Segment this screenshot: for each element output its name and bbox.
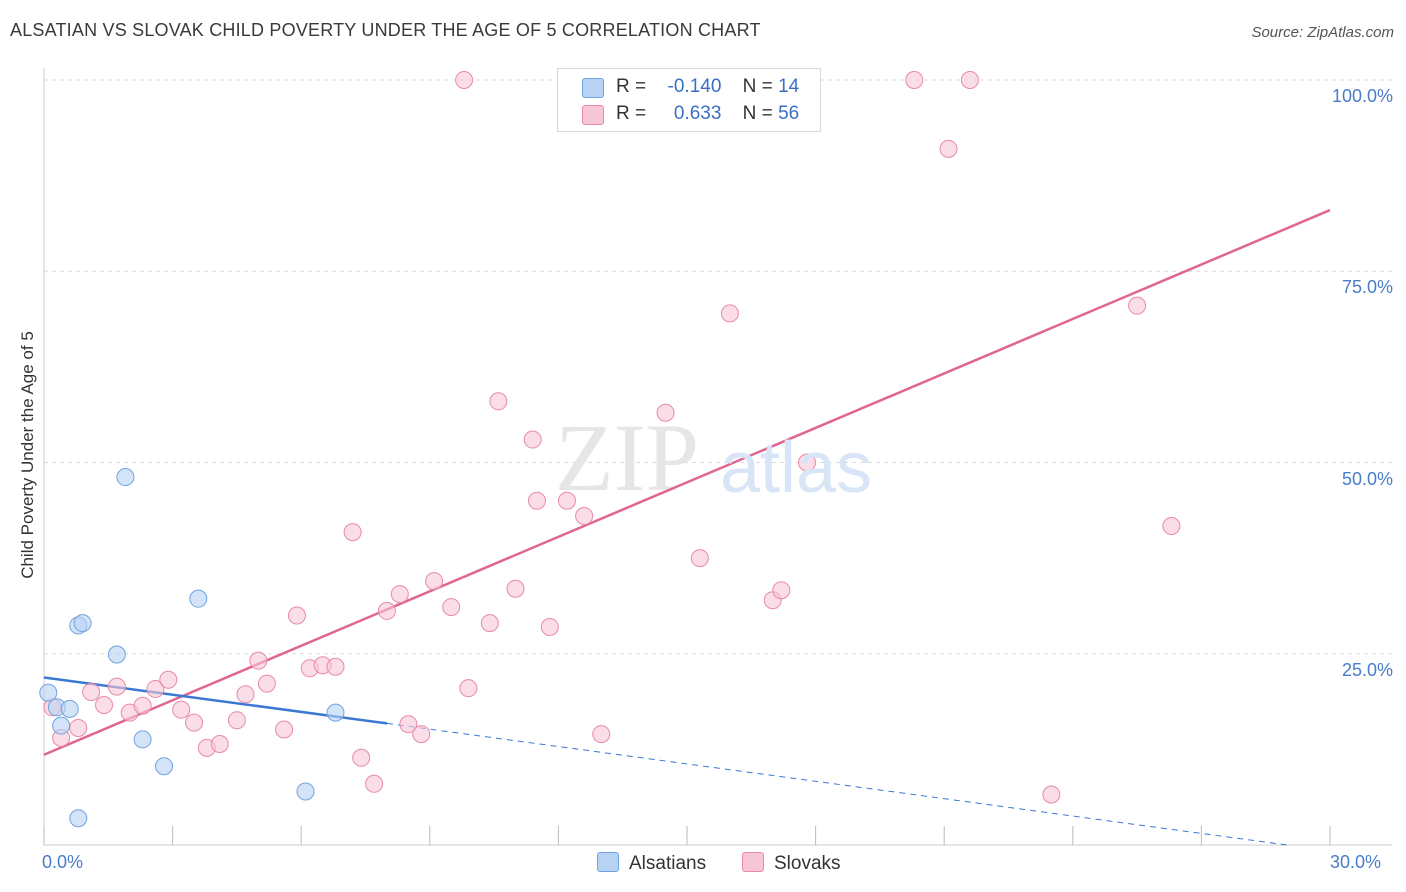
point-slovaks [489,392,508,411]
point-slovaks [95,696,114,715]
point-slovaks [939,139,958,158]
point-slovaks [1128,296,1147,315]
legend-swatch-slovaks [582,105,604,125]
grid-lines [44,79,1392,655]
legend-text-alsatians: R = -0.140 N = 14 [616,76,799,98]
x-tick-label-max: 30.0% [1330,852,1382,872]
point-alsatians [189,589,208,608]
point-slovaks [227,711,246,730]
watermark: ZIP [555,404,699,511]
source-label: Source: ZipAtlas.com [1251,24,1394,41]
point-slovaks [523,430,542,449]
legend-n-label: N = [742,76,773,97]
chart-title: ALSATIAN VS SLOVAK CHILD POVERTY UNDER T… [10,20,761,40]
point-slovaks [352,748,371,767]
point-slovaks [412,725,431,744]
point-slovaks [540,617,559,636]
legend-n-value: 14 [778,76,800,97]
point-alsatians [133,730,152,749]
point-slovaks [69,718,88,737]
point-slovaks [249,651,268,670]
point-slovaks [133,696,152,715]
point-slovaks [159,670,178,689]
point-alsatians [107,645,126,664]
point-slovaks [390,585,409,604]
point-slovaks [720,304,739,323]
point-slovaks [480,614,499,633]
y-tick-label: 75.0% [1341,277,1393,298]
point-slovaks [960,71,979,89]
legend-r-value: 0.633 [673,103,722,124]
point-slovaks [236,685,255,704]
point-slovaks [690,549,709,568]
x-tick-label-min: 0.0% [42,852,84,872]
data-points [39,71,1181,828]
point-alsatians [60,699,79,718]
trendline-slovaks [43,208,1331,756]
legend-n-value: 56 [778,103,800,124]
point-alsatians [39,683,58,702]
point-slovaks [146,679,165,698]
series-legend-slovaks: Slovaks [742,852,841,875]
point-alsatians [326,703,345,722]
point-slovaks [592,725,611,744]
trendline-alsatians-extension [386,722,1288,846]
series-legend: Alsatians Slovaks [0,852,1406,878]
point-alsatians [52,716,71,735]
point-slovaks [442,598,461,617]
series-name-alsatians: Alsatians [629,853,707,874]
y-tick-label: 100.0% [1331,86,1393,106]
point-slovaks [257,674,276,693]
watermark-atlas: atlas [720,428,872,508]
series-legend-alsatians: Alsatians [597,852,706,875]
y-axis-label: Child Poverty Under the Age of 5 [18,331,37,579]
legend-r-label: R = [616,76,647,97]
point-alsatians [296,782,315,801]
axes [43,68,1392,846]
point-alsatians [69,809,88,828]
legend-r-label: R = [616,103,647,124]
legend-r-value: -0.140 [667,76,722,97]
point-slovaks [287,606,306,625]
point-slovaks [656,403,675,422]
point-slovaks [575,507,594,526]
point-slovaks [343,523,362,542]
point-slovaks [326,657,345,676]
legend-text-slovaks: R = 0.633 N = 56 [616,103,799,125]
point-slovaks [527,491,546,510]
point-slovaks [798,453,817,472]
swatch-slovaks [742,852,764,872]
point-slovaks [425,572,444,591]
point-slovaks [377,601,396,620]
y-tick-label: 50.0% [1341,468,1393,489]
y-tick-label: 25.0% [1341,659,1393,680]
point-slovaks [365,774,384,793]
swatch-alsatians [597,852,619,872]
point-slovaks [455,71,474,89]
point-alsatians [155,757,174,776]
point-slovaks [905,71,924,89]
point-slovaks [185,713,204,732]
point-slovaks [1042,785,1061,804]
correlation-legend: R = -0.140 N = 14 R = 0.633 N = 56 [557,68,821,132]
legend-n-label: N = [742,103,773,124]
point-slovaks [172,700,191,719]
point-slovaks [506,579,525,598]
point-alsatians [116,468,135,487]
legend-swatch-alsatians [582,78,604,98]
point-slovaks [1162,516,1181,535]
point-slovaks [557,491,576,510]
point-slovaks [275,720,294,739]
point-slovaks [399,715,418,734]
point-slovaks [210,735,229,754]
point-alsatians [73,614,92,633]
series-name-slovaks: Slovaks [774,853,841,874]
point-slovaks [107,677,126,696]
point-slovaks [459,679,478,698]
point-slovaks [772,581,791,600]
point-slovaks [82,683,101,701]
